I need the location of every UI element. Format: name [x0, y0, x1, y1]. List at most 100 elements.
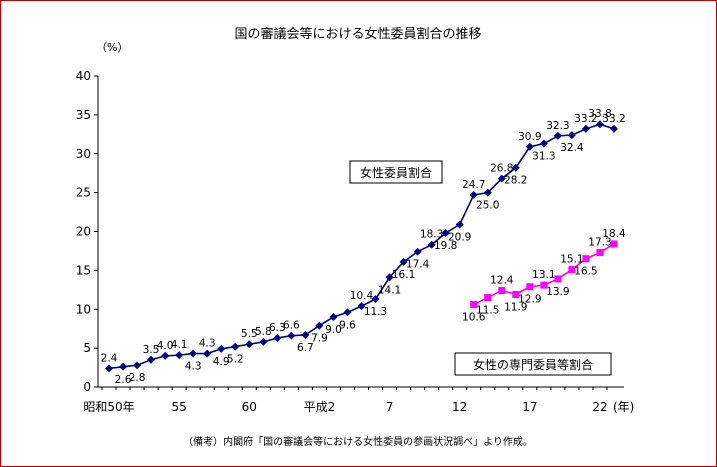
y-tick-label: 25 [76, 186, 91, 200]
chart-title: 国の審議会等における女性委員割合の推移 [234, 26, 481, 42]
axes [94, 75, 624, 390]
data-point [217, 344, 226, 353]
data-label: 11.5 [476, 305, 499, 317]
data-point [554, 275, 562, 283]
data-point [161, 351, 170, 360]
data-label: 10.6 [462, 312, 486, 324]
data-label: 24.7 [462, 179, 485, 191]
data-point [413, 247, 422, 256]
data-label: 17.4 [406, 259, 430, 271]
x-tick-label: 55 [171, 400, 186, 414]
data-point [315, 321, 324, 330]
data-point [357, 302, 366, 311]
data-point [567, 131, 576, 140]
data-label: 9.6 [339, 319, 356, 331]
data-label: 31.3 [532, 151, 555, 163]
data-label: 11.9 [504, 301, 527, 313]
data-point [484, 294, 492, 302]
data-label: 14.1 [378, 284, 401, 296]
data-point [175, 351, 184, 360]
data-point [119, 362, 128, 371]
data-label: 4.3 [199, 338, 216, 350]
data-point [596, 248, 604, 256]
data-label: 4.1 [171, 339, 188, 351]
series-label-box-women-members: 女性委員割合 [349, 160, 443, 184]
data-label: 6.6 [283, 320, 300, 332]
data-label: 26.8 [490, 163, 513, 175]
data-point [329, 313, 338, 322]
data-point [231, 342, 240, 351]
data-label: 3.5 [143, 344, 160, 356]
data-label: 18.3 [420, 229, 443, 241]
data-point [133, 361, 142, 370]
data-label: 11.3 [364, 306, 387, 318]
y-tick-label: 15 [76, 263, 91, 277]
y-tick-label: 0 [83, 380, 91, 394]
data-point [610, 124, 618, 133]
data-label: 2.4 [101, 352, 118, 364]
data-label: 4.0 [157, 340, 174, 352]
data-point [287, 331, 296, 340]
data-label: 20.9 [448, 232, 471, 244]
data-label: 2.6 [115, 374, 132, 386]
data-point [511, 163, 520, 172]
data-point [526, 283, 534, 291]
data-point [497, 174, 506, 183]
data-point [539, 139, 548, 148]
data-label: 16.5 [574, 266, 597, 278]
data-point [189, 349, 198, 358]
data-label: 18.4 [602, 228, 626, 240]
data-label: 32.4 [560, 142, 584, 154]
x-unit-label: (年) [613, 400, 634, 414]
data-point [245, 340, 254, 349]
y-tick-labels: 0 5 10 15 20 25 30 35 40 [76, 69, 91, 394]
data-label: 33.2 [574, 113, 597, 125]
data-label: 28.2 [504, 175, 527, 187]
data-label: 5.2 [227, 354, 244, 366]
data-point [512, 290, 520, 298]
data-point [568, 266, 576, 274]
data-label: 6.7 [297, 342, 314, 354]
series-group: 2.42.62.83.54.04.14.34.34.95.25.55.86.36… [101, 108, 626, 386]
y-tick-label: 10 [76, 302, 91, 316]
data-point [540, 281, 548, 289]
data-point [553, 131, 562, 140]
data-label: 30.9 [518, 131, 541, 143]
data-label: 25.0 [476, 200, 499, 212]
data-label: 17.3 [588, 236, 611, 248]
series-label-box-women-specialists: 女性の専門委員等割合 [454, 352, 612, 376]
data-point [610, 240, 618, 248]
data-label: 15.1 [560, 254, 583, 266]
data-point [595, 120, 604, 129]
data-point [343, 308, 352, 317]
data-point [427, 240, 436, 249]
data-label: 9.0 [325, 324, 342, 336]
data-label: 13.9 [546, 286, 569, 298]
data-point [498, 287, 506, 295]
data-point [105, 364, 113, 373]
data-point [259, 337, 268, 346]
x-tick-label: 22 [592, 400, 607, 414]
series-label-women-specialists: 女性の専門委員等割合 [473, 357, 593, 372]
x-tick-label: 12 [452, 400, 467, 414]
data-point [203, 349, 212, 358]
data-point [469, 190, 478, 199]
data-label: 4.9 [213, 356, 230, 368]
x-tick-label: 60 [242, 400, 257, 414]
data-label: 12.4 [490, 275, 514, 287]
data-label: 13.1 [532, 269, 555, 281]
y-tick-label: 5 [83, 341, 91, 355]
data-label: 4.3 [185, 361, 202, 373]
data-label: 10.4 [350, 290, 374, 302]
x-tick-label: 17 [522, 400, 537, 414]
x-tick-label: 昭和50年 [83, 400, 134, 414]
x-tick-label: 7 [386, 400, 394, 414]
data-label: 19.8 [434, 240, 457, 252]
data-label: 33.2 [602, 113, 625, 125]
x-tick-label: 平成2 [304, 400, 336, 414]
data-point [385, 273, 394, 282]
series-label-women-members: 女性委員割合 [360, 165, 432, 180]
data-point [399, 257, 408, 266]
data-point [455, 220, 464, 229]
